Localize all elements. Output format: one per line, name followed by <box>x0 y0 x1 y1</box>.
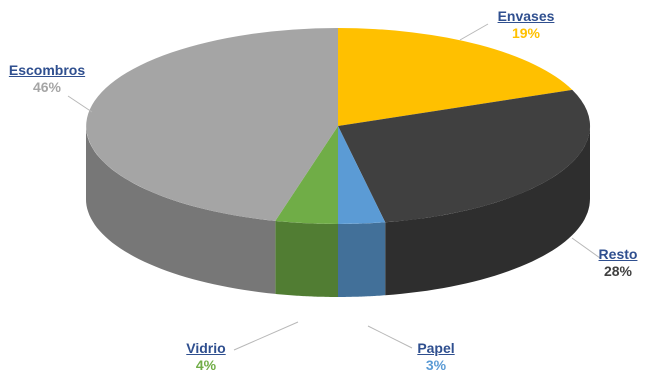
slice-label-resto: Resto <box>598 246 638 262</box>
slice-label-vidrio: Vidrio <box>186 340 226 356</box>
label-envases: Envases 19% <box>478 8 574 42</box>
leader-line-papel <box>367 325 413 349</box>
pie-side-vidrio <box>275 220 338 297</box>
slice-label-papel: Papel <box>417 340 455 356</box>
pie-side-resto <box>385 126 590 296</box>
leader-line-vidrio <box>233 321 299 351</box>
pie-tops <box>86 28 591 225</box>
label-papel: Papel 3% <box>404 340 468 374</box>
leader-line-envases <box>459 23 489 41</box>
label-resto: Resto 28% <box>590 246 646 280</box>
leader-lines <box>67 23 601 351</box>
slice-pct-resto: 28% <box>603 263 633 279</box>
leader-line-resto <box>571 237 601 259</box>
pie-slice-vidrio <box>275 126 338 224</box>
leader-line-escombros <box>67 95 93 113</box>
slice-pct-escombros: 46% <box>32 79 62 95</box>
slice-pct-vidrio: 4% <box>195 357 217 373</box>
pie-slice-resto <box>338 89 591 223</box>
slice-label-envases: Envases <box>497 8 555 24</box>
pie-side-papel <box>338 222 386 297</box>
slice-label-escombros: Escombros <box>8 62 86 78</box>
pie-slice-escombros <box>86 28 338 221</box>
pie-slice-envases <box>338 28 573 126</box>
slice-pct-papel: 3% <box>425 357 447 373</box>
label-escombros: Escombros 46% <box>4 62 90 96</box>
pie-slice-papel <box>338 126 386 225</box>
pie-sides <box>86 126 590 297</box>
pie-side-escombros <box>86 126 276 294</box>
label-vidrio: Vidrio 4% <box>174 340 238 374</box>
slice-pct-envases: 19% <box>511 25 541 41</box>
